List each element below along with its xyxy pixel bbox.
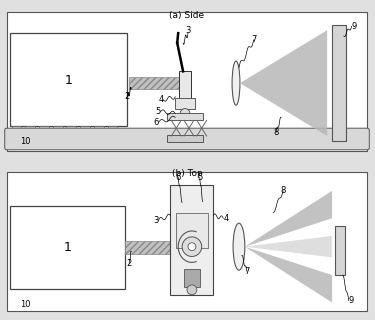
- Text: 4: 4: [223, 214, 228, 223]
- Bar: [94, 126, 104, 134]
- Bar: [184, 269, 200, 287]
- FancyBboxPatch shape: [5, 128, 369, 150]
- Polygon shape: [245, 191, 332, 247]
- Text: 1: 1: [63, 241, 71, 254]
- Text: 7: 7: [251, 36, 257, 44]
- Bar: [332, 25, 346, 141]
- Text: 9: 9: [349, 296, 354, 305]
- Bar: [167, 113, 203, 120]
- Circle shape: [187, 285, 197, 295]
- Bar: [80, 126, 90, 134]
- Polygon shape: [240, 30, 327, 136]
- Text: 6: 6: [176, 172, 181, 182]
- Bar: [39, 126, 49, 134]
- Text: (a) Side: (a) Side: [170, 11, 205, 20]
- Text: 8: 8: [280, 186, 286, 195]
- Bar: [335, 226, 345, 275]
- Ellipse shape: [232, 61, 240, 105]
- Bar: [167, 135, 203, 142]
- Text: 5: 5: [155, 107, 160, 116]
- Bar: [108, 126, 117, 134]
- Bar: [25, 126, 35, 134]
- Bar: [66, 126, 76, 134]
- Bar: [129, 77, 188, 89]
- Text: 7: 7: [244, 267, 249, 276]
- Text: 3: 3: [185, 26, 190, 35]
- Bar: [10, 33, 127, 126]
- Bar: [53, 126, 63, 134]
- Bar: [125, 241, 199, 253]
- Bar: [12, 126, 21, 134]
- Text: 2: 2: [124, 92, 130, 101]
- Text: 10: 10: [20, 137, 30, 147]
- Ellipse shape: [233, 223, 245, 270]
- Text: 3: 3: [153, 216, 159, 225]
- Text: (b) Top: (b) Top: [172, 169, 202, 178]
- Circle shape: [182, 237, 202, 257]
- Bar: [179, 71, 191, 99]
- Circle shape: [180, 108, 190, 118]
- Text: 8: 8: [273, 128, 279, 137]
- Text: 9: 9: [352, 22, 357, 31]
- Bar: [10, 205, 125, 289]
- Bar: [175, 98, 195, 108]
- Bar: [170, 185, 213, 295]
- Text: 1: 1: [64, 74, 72, 87]
- Circle shape: [188, 243, 196, 251]
- Text: 6: 6: [153, 118, 159, 127]
- Bar: [176, 213, 208, 248]
- Text: 2: 2: [127, 259, 132, 268]
- Polygon shape: [245, 236, 332, 258]
- Text: 10: 10: [20, 300, 30, 309]
- Polygon shape: [245, 247, 332, 302]
- Text: 4: 4: [158, 95, 164, 104]
- Text: 5: 5: [197, 172, 202, 182]
